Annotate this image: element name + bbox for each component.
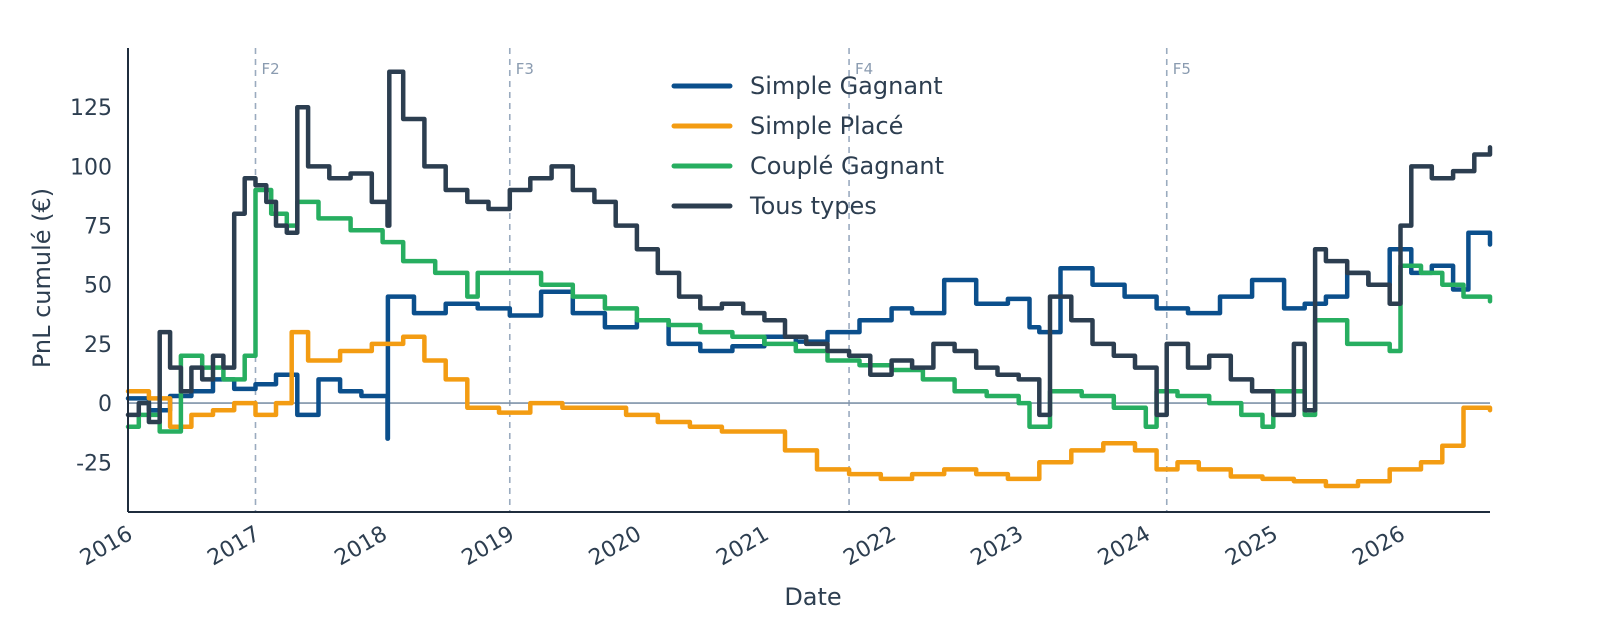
vertical-marker-label: F2 (261, 60, 279, 78)
vertical-marker-label: F4 (855, 60, 873, 78)
x-tick-label: 2017 (203, 522, 264, 572)
y-tick-label: 125 (70, 96, 112, 121)
series-lines (125, 69, 1493, 489)
y-tick-label: 0 (98, 392, 112, 417)
vertical-markers: F2 F3 F4 F5 (254, 48, 1191, 512)
x-tick-label: 2019 (458, 522, 519, 572)
x-tick-label: 2021 (712, 522, 773, 572)
series-line-1 (125, 329, 1493, 489)
x-tick-label: 2025 (1221, 522, 1282, 572)
y-tick-label: 100 (70, 155, 112, 180)
x-tick-label: 2020 (585, 522, 646, 572)
x-axis-label: Date (784, 583, 841, 611)
legend-label: Couplé Gagnant (750, 152, 944, 180)
x-tick-label: 2026 (1348, 522, 1409, 572)
series-line-3 (125, 69, 1493, 425)
y-axis-label: PnL cumulé (€) (28, 188, 56, 368)
series-line-0 (125, 230, 1493, 441)
vertical-marker-label: F3 (516, 60, 534, 78)
y-tick-label: 50 (84, 274, 112, 299)
vertical-marker-label: F5 (1173, 60, 1191, 78)
legend-label: Tous types (749, 192, 877, 220)
legend-label: Simple Placé (750, 112, 903, 140)
x-tick-label: 2016 (76, 522, 137, 572)
series-line-2 (125, 187, 1493, 434)
legend-label: Simple Gagnant (750, 72, 943, 100)
legend: Simple Gagnant Simple Placé Couplé Gagnant… (671, 72, 944, 220)
x-tick-label: 2018 (331, 522, 392, 572)
y-tick-label: 75 (84, 215, 112, 240)
x-tick-label: 2023 (967, 522, 1028, 572)
x-tick-label: 2024 (1094, 522, 1155, 572)
y-axis-ticks: -25 0 25 50 75 100 125 (70, 96, 112, 476)
x-axis-ticks: 2016 2017 2018 2019 2020 2021 2022 2023 2024 2025… (76, 522, 1409, 572)
axes (127, 48, 1490, 513)
y-tick-label: -25 (76, 451, 112, 476)
y-tick-label: 25 (84, 333, 112, 358)
x-tick-label: 2022 (840, 522, 901, 572)
